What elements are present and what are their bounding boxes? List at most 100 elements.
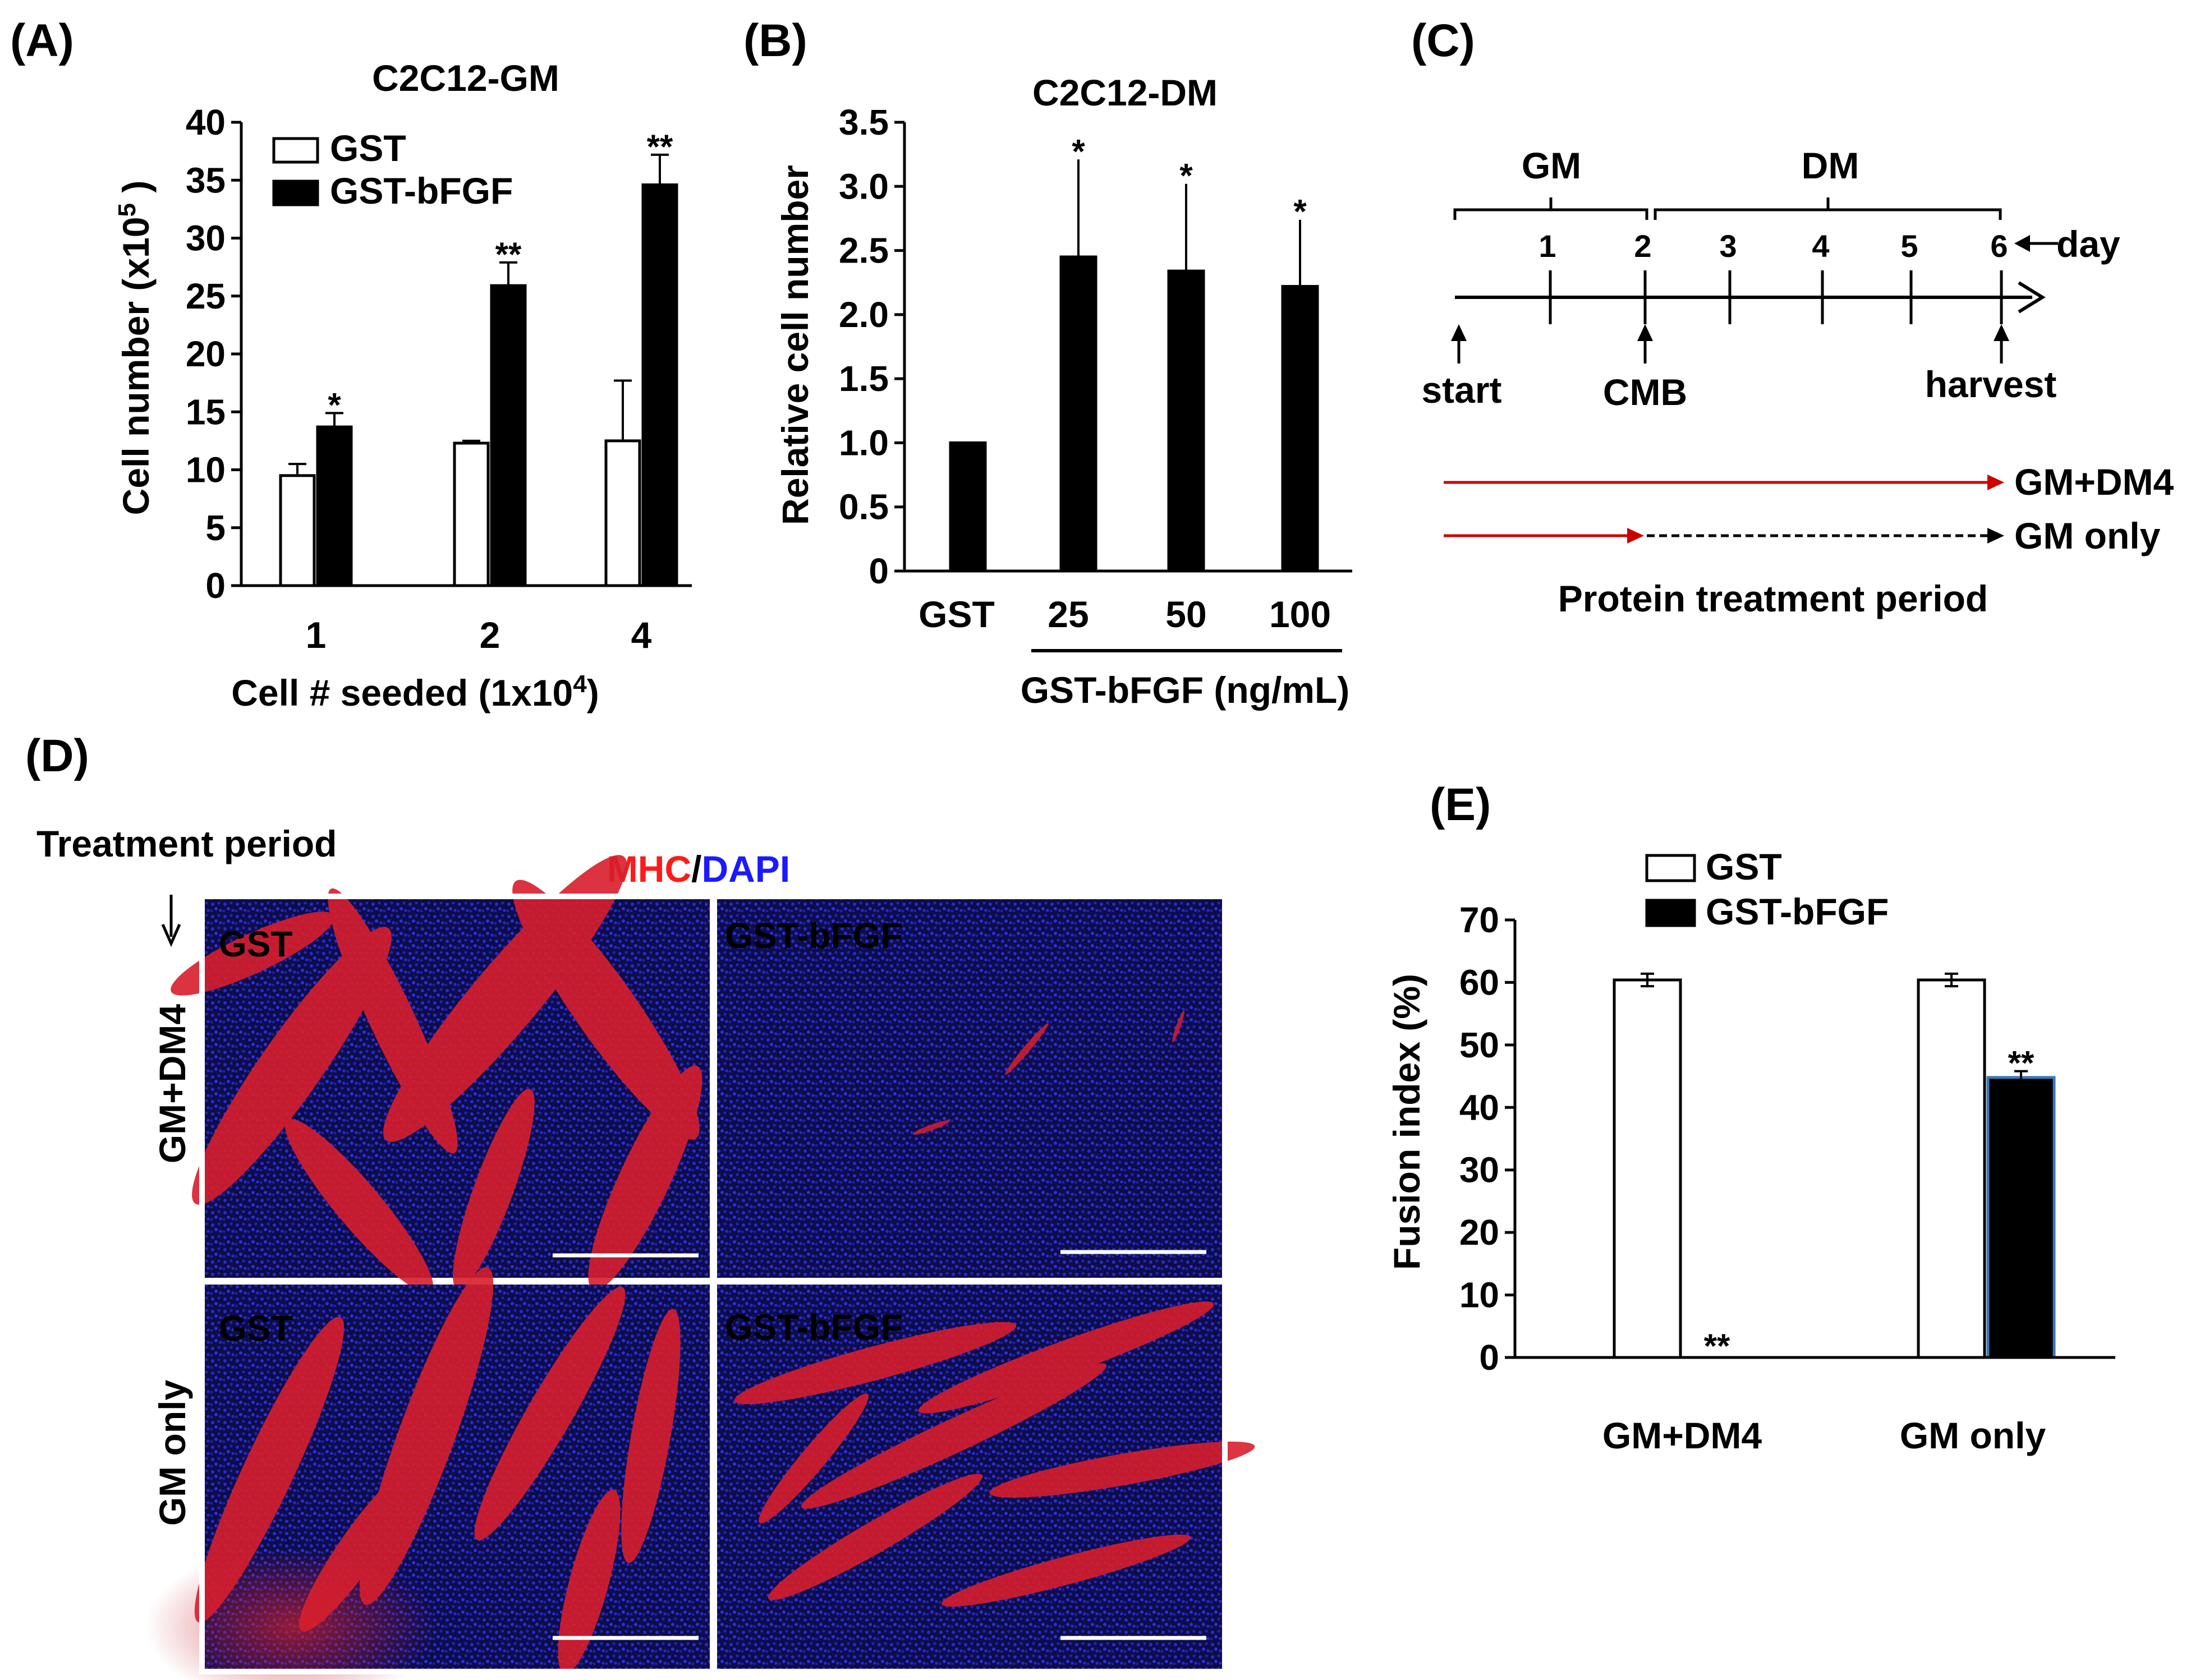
chart-e-bar-gst-bfgf-1-significance: ** — [1704, 1327, 1730, 1365]
chart-b-bar-series-1 — [949, 441, 987, 573]
chart-b-y-ticks: 0 0.5 1.0 1.5 2.0 2.5 3.0 3.5 — [839, 102, 904, 591]
chart-a-y-tick-label: 25 — [186, 276, 226, 316]
timeline-diagram: GM DM 1 2 3 4 5 6 day start CMB harvest … — [1421, 145, 2174, 619]
timeline-dm-label: DM — [1802, 145, 1859, 186]
day-text: day — [2056, 223, 2120, 265]
panel-label-c: (C) — [1411, 15, 1475, 66]
day-label-5: 5 — [1900, 228, 1918, 264]
chart-a-bar-gst-3 — [604, 439, 641, 587]
chart-e-y-tick-label: 30 — [1459, 1150, 1499, 1190]
day-pointer-arrowhead — [2014, 235, 2030, 252]
chart-b-x-tick-label: 25 — [1048, 593, 1089, 635]
chart-b-y-tick-label: 1.5 — [839, 358, 889, 399]
chart-b-y-tick-label: 2.0 — [839, 294, 889, 335]
day-label-6: 6 — [1990, 228, 2008, 264]
chart-e-x-tick-label: GM only — [1900, 1415, 2046, 1456]
legend-swatch-gst — [272, 137, 319, 164]
chart-e-y-tick-label: 40 — [1459, 1087, 1499, 1127]
chart-a-bar-gst-2 — [453, 441, 490, 587]
chart-a-y-tick-label: 30 — [186, 218, 226, 259]
legend-e-label-gst-bfgf: GST-bFGF — [1706, 891, 1889, 932]
gm-only-red-arrowhead — [1627, 528, 1644, 544]
treatment-period-label: Protein treatment period — [1558, 578, 1988, 619]
legend-label-gst: GST — [330, 127, 406, 169]
chart-b-x-tick-label: 100 — [1269, 593, 1331, 635]
chart-b-x-tick-label: 50 — [1165, 593, 1206, 635]
chart-b-y-tick-label: 3.0 — [839, 166, 889, 206]
start-label: start — [1421, 369, 1501, 411]
legend-e-label-gst: GST — [1706, 846, 1782, 887]
chart-b-x-axis-label: GST-bFGF (ng/mL) — [1021, 669, 1350, 711]
chart-a-y-ticks: 0 5 10 15 20 25 30 35 40 — [186, 102, 241, 606]
micrograph-gmdm4-gst-label: GST — [219, 924, 293, 964]
chart-b-y-tick-label: 3.5 — [839, 102, 889, 142]
chart-b-x-ticks: GST 25 50 100 — [918, 593, 1331, 635]
chart-b-y-axis-label: Relative cell number — [774, 165, 816, 525]
timeline-gm-label: GM — [1522, 145, 1581, 186]
chart-b-y-tick-label: 0 — [869, 551, 889, 591]
chart-e-y-tick-label: 20 — [1459, 1212, 1499, 1253]
chart-a-bar-gst-1 — [279, 474, 316, 587]
panel-label-d: (D) — [25, 730, 89, 781]
chart-a-y-tick-label: 35 — [186, 160, 226, 200]
chart-e-legend: GST GST-bFGF — [1645, 846, 1889, 932]
timeline-gm-bracket — [1453, 197, 1648, 220]
row-label-gm-dm4: GM+DM4 — [151, 1004, 193, 1164]
chart-a-y-tick-label: 20 — [186, 334, 226, 374]
day-label-3: 3 — [1719, 228, 1737, 264]
stain-legend: MHC/DAPI — [607, 848, 790, 890]
chart-e-x-ticks: GM+DM4 GM only — [1602, 1415, 2046, 1456]
chart-a-x-axis-label: Cell # seeded (1x104) — [231, 670, 599, 714]
harvest-label: harvest — [1925, 363, 2057, 405]
legend-e-swatch-gst-bfgf — [1645, 899, 1696, 927]
cmb-arrowhead — [1637, 324, 1653, 341]
chart-a-bars: ***** — [279, 128, 678, 587]
chart-a-x-tick-label: 2 — [480, 614, 500, 656]
chart-e-bar-gst-1 — [1613, 978, 1682, 1359]
day-label-2: 2 — [1634, 228, 1651, 264]
chart-a-title: C2C12-GM — [372, 57, 559, 99]
chart-a-y-axis-label: Cell number (x105 ) — [113, 181, 157, 515]
micrograph-gmonly-bfgf-label: GST-bFGF — [725, 1307, 902, 1347]
chart-e-x-tick-label: GM+DM4 — [1602, 1415, 1762, 1456]
chart-e-bar-gst-bfgf-2 — [1986, 1076, 2056, 1359]
chart-a: C2C12-GM Cell number (x105 ) Cell # seed… — [113, 57, 692, 714]
chart-a-bar-gst-bfgf-1 — [316, 425, 353, 587]
treatment-period-heading: Treatment period — [36, 823, 337, 864]
chart-b-title: C2C12-DM — [1032, 72, 1218, 113]
chart-b-bars: * * * — [949, 132, 1319, 573]
micrograph-gmonly-bfgf: GST-bFGF — [717, 1285, 1255, 1672]
legend-swatch-gst-bfgf — [272, 179, 319, 206]
legend-label-gst-bfgf: GST-bFGF — [330, 170, 513, 211]
gm-dm4-arrowhead — [1987, 475, 2004, 490]
treatment-down-arrowhead — [161, 923, 181, 947]
chart-b-bar-series-4-significance: * — [1293, 193, 1307, 231]
chart-a-bar-gst-bfgf-3-significance: ** — [647, 128, 673, 165]
chart-b-bar-series-2 — [1059, 255, 1097, 573]
timeline-axis-arrowhead — [2018, 281, 2046, 314]
chart-b-y-tick-label: 1.0 — [839, 422, 889, 463]
harvest-arrowhead — [1994, 324, 2009, 341]
chart-e-y-ticks: 0 10 20 30 40 50 60 70 — [1459, 900, 1515, 1378]
gm-only-arrow-label: GM only — [2014, 515, 2161, 556]
chart-e-y-tick-label: 60 — [1459, 962, 1499, 1002]
chart-b-x-tick-label: GST — [918, 593, 995, 635]
day-label-4: 4 — [1812, 228, 1829, 264]
chart-b-y-tick-label: 2.5 — [839, 231, 889, 271]
chart-e-bar-gst-2 — [1917, 978, 1986, 1359]
chart-e-bar-gst-bfgf-2-significance: ** — [2008, 1044, 2035, 1082]
chart-a-x-tick-label: 1 — [306, 614, 327, 656]
chart-a-x-ticks: 1 2 4 — [306, 614, 652, 656]
chart-b: C2C12-DM Relative cell number 0 0.5 1.0 1.5… — [774, 72, 1352, 711]
chart-b-bar-series-3 — [1167, 269, 1205, 573]
chart-e-y-tick-label: 50 — [1459, 1025, 1499, 1065]
chart-e: Fusion index (%) 0 10 20 30 40 50 60 70 ** ** GM… — [1386, 846, 2115, 1456]
micrograph-gmdm4-gst: GST — [171, 855, 710, 1294]
chart-b-bar-series-3-significance: * — [1179, 157, 1193, 195]
day-label-1: 1 — [1539, 228, 1556, 264]
panel-label-e: (E) — [1430, 779, 1491, 830]
micrograph-gmonly-gst-label: GST — [219, 1308, 293, 1348]
chart-a-bar-gst-bfgf-2 — [490, 284, 527, 587]
chart-a-bar-gst-bfgf-3 — [641, 183, 678, 587]
